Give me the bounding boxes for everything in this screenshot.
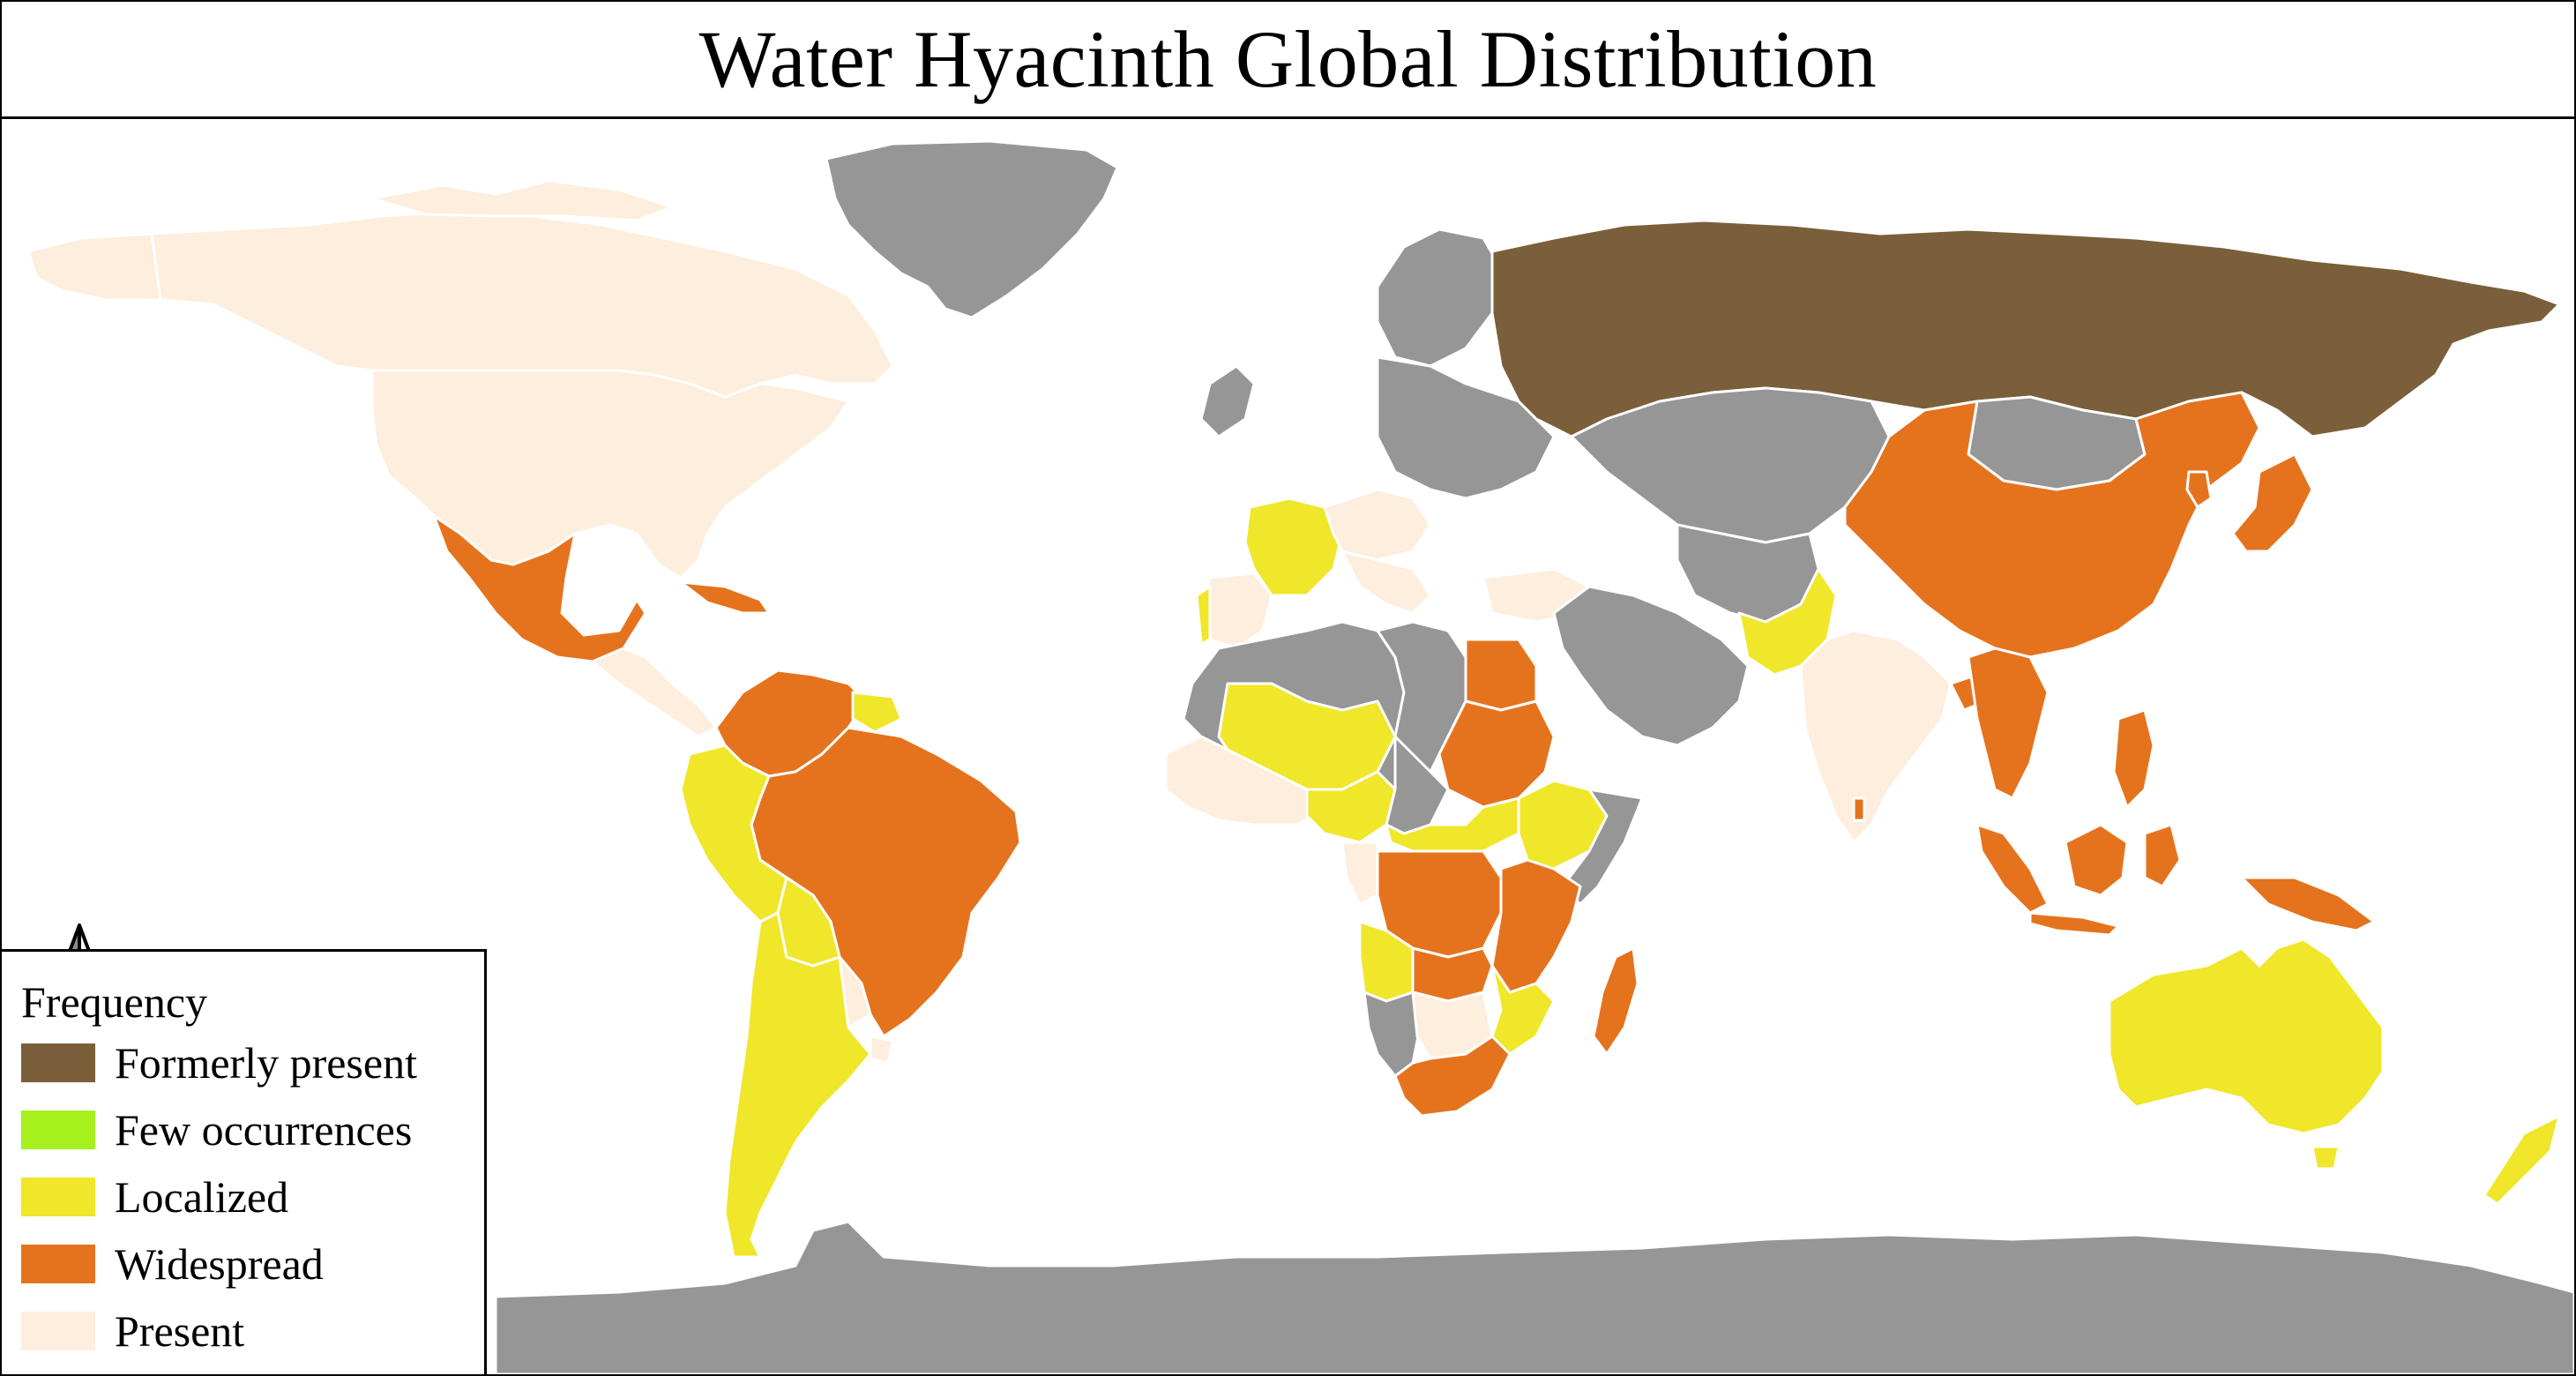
legend-item-present: Present [21,1305,244,1357]
region-central-europe [1323,488,1432,562]
region-greenland [825,139,1119,319]
legend-swatch [21,1043,95,1082]
region-uk [1199,364,1256,438]
region-france [1243,497,1344,597]
legend-label: Few occurrences [115,1105,413,1155]
legend-label: Localized [115,1172,289,1222]
region-java [2028,911,2120,937]
region-korea [2185,470,2213,509]
region-japan [2231,452,2314,553]
legend-swatch [21,1245,95,1283]
region-philippines [2112,708,2155,809]
region-sumatra [1975,823,2050,915]
legend-label: Widespread [115,1239,324,1289]
region-egypt [1464,638,1538,712]
region-central-america [591,647,718,738]
title-bar: Water Hyacinth Global Distribution [2,2,2574,119]
region-europe-north [1376,228,1503,368]
region-pakistan [1737,567,1838,677]
legend-title: Frequency [21,977,208,1027]
region-portugal [1195,585,1212,646]
region-madagascar [1592,946,1639,1056]
region-antarctica [494,1220,2574,1374]
region-new-zealand [2483,1114,2561,1206]
region-gabon [1340,841,1379,906]
map-title: Water Hyacinth Global Distribution [698,14,1878,104]
region-uruguay [869,1035,894,1065]
region-middle-east [1552,585,1750,747]
region-arctic-islands [370,179,674,222]
region-east-africa [1490,858,1582,994]
region-central-africa [1385,796,1520,853]
legend-item-localized: Localized [21,1170,288,1223]
region-mozambique [1490,964,1556,1056]
region-horn [1561,788,1644,906]
region-europe-east [1376,355,1556,500]
region-southeast-asia [1967,647,2050,800]
region-argentina [723,911,872,1259]
legend-swatch [21,1178,95,1216]
region-south-africa [1393,1035,1512,1118]
legend-label: Formerly present [115,1038,417,1088]
region-mexico [432,514,647,663]
legend-item-widespread: Widespread [21,1238,324,1290]
region-sri-lanka [1852,796,1866,822]
region-caribbean [679,580,771,615]
region-italy-balkans [1340,550,1432,615]
region-australia [2108,938,2385,1135]
legend-swatch [21,1111,95,1149]
region-indonesia-east [2143,823,2182,888]
legend-label: Present [115,1306,245,1356]
world-map [26,139,2574,1374]
legend-swatch [21,1312,95,1350]
region-borneo [2064,823,2129,897]
legend-item-formerly-present: Formerly present [21,1036,417,1089]
region-congo [1376,849,1503,959]
legend: Frequency Formerly present Few occurrenc… [2,949,487,1374]
region-tasmania [2311,1145,2341,1170]
region-alaska [26,232,162,302]
legend-item-few-occurrences: Few occurrences [21,1103,412,1156]
region-new-guinea [2240,876,2376,932]
region-guianas [851,691,903,734]
region-usa [370,369,850,580]
region-india [1799,629,1953,844]
